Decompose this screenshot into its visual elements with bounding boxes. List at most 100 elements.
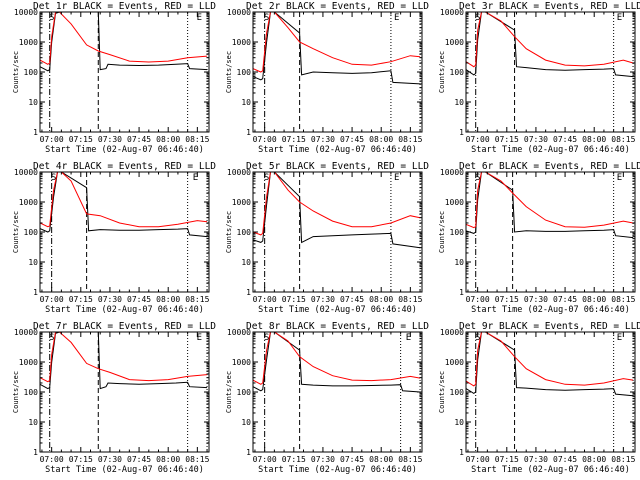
x-tick-label: 08:00 bbox=[156, 295, 180, 304]
y-tick-label: 10 bbox=[241, 258, 251, 267]
x-tick-label: 07:45 bbox=[553, 295, 577, 304]
plot-frame bbox=[39, 171, 210, 293]
detector-panel: Det 3r BLACK = Events, RED = LLD 1 10 100 10… bbox=[438, 1, 640, 155]
y-tick-label: 10 bbox=[241, 418, 251, 427]
x-tick-label: 07:45 bbox=[127, 295, 151, 304]
x-tick-label: 08:00 bbox=[369, 295, 393, 304]
detector-panel: Det 9r BLACK = Events, RED = LLD 1 10 100 10… bbox=[438, 321, 640, 475]
x-axis-label: Start Time (02-Aug-07 06:46:40) bbox=[258, 145, 417, 155]
detector-panel: Det 8r BLACK = Events, RED = LLD 1 10 100 10… bbox=[225, 321, 429, 475]
x-axis-label: Start Time (02-Aug-07 06:46:40) bbox=[45, 145, 204, 155]
plot-frame bbox=[39, 331, 210, 453]
series-line-events bbox=[466, 172, 634, 239]
series-line-lld bbox=[253, 332, 421, 385]
plot-frame bbox=[465, 331, 636, 453]
y-tick-label: 1000 bbox=[19, 358, 38, 367]
y-tick-label: 1000 bbox=[232, 38, 251, 47]
marker-s: S bbox=[475, 333, 480, 343]
panel-title: Det 1r BLACK = Events, RED = LLD bbox=[33, 1, 216, 12]
x-tick-label: 08:00 bbox=[369, 455, 393, 464]
x-tick-label: 07:30 bbox=[524, 455, 548, 464]
x-tick-label: 08:15 bbox=[398, 295, 422, 304]
y-tick-label: 100 bbox=[24, 228, 39, 237]
x-tick-label: 07:15 bbox=[495, 135, 519, 144]
x-tick-label: 07:45 bbox=[340, 295, 364, 304]
panel-title: Det 3r BLACK = Events, RED = LLD bbox=[459, 1, 640, 12]
series-line-events bbox=[40, 12, 208, 72]
y-axis-label: Counts/sec bbox=[225, 211, 233, 253]
x-tick-label: 07:30 bbox=[98, 455, 122, 464]
plot-frame bbox=[252, 331, 423, 453]
x-tick-label: 07:00 bbox=[40, 295, 64, 304]
y-tick-label: 1000 bbox=[445, 38, 464, 47]
marker-e: E bbox=[193, 173, 198, 183]
y-tick-label: 10000 bbox=[14, 328, 38, 337]
x-tick-label: 08:15 bbox=[398, 135, 422, 144]
marker-s: S bbox=[264, 333, 269, 343]
x-tick-label: 08:00 bbox=[369, 135, 393, 144]
y-tick-label: 1 bbox=[33, 448, 38, 457]
x-axis-label: Start Time (02-Aug-07 06:46:40) bbox=[471, 145, 630, 155]
detector-panel: Det 6r BLACK = Events, RED = LLD 1 10 100 10… bbox=[438, 161, 640, 315]
y-tick-label: 1 bbox=[459, 448, 464, 457]
y-tick-label: 10000 bbox=[440, 168, 464, 177]
x-tick-label: 08:15 bbox=[185, 135, 209, 144]
marker-s: S bbox=[49, 333, 54, 343]
y-tick-label: 1000 bbox=[232, 358, 251, 367]
series-line-lld bbox=[40, 12, 208, 65]
x-tick-label: 07:30 bbox=[524, 295, 548, 304]
detector-panel: Det 7r BLACK = Events, RED = LLD 1 10 100 10… bbox=[12, 321, 216, 475]
marker-s: S bbox=[49, 13, 54, 23]
y-tick-label: 100 bbox=[450, 68, 465, 77]
y-axis-label: Counts/sec bbox=[12, 371, 20, 413]
series-line-lld bbox=[253, 12, 421, 73]
x-tick-label: 07:00 bbox=[40, 135, 64, 144]
x-tick-label: 07:15 bbox=[69, 455, 93, 464]
x-tick-label: 07:00 bbox=[253, 135, 277, 144]
plot-frame bbox=[252, 171, 423, 293]
marker-e: E bbox=[617, 13, 622, 23]
x-axis-label: Start Time (02-Aug-07 06:46:40) bbox=[258, 465, 417, 475]
series-line-events bbox=[253, 172, 421, 249]
y-axis-label: Counts/sec bbox=[438, 211, 446, 253]
y-tick-label: 100 bbox=[237, 68, 252, 77]
x-tick-label: 07:00 bbox=[253, 455, 277, 464]
detector-panel: Det 5r BLACK = Events, RED = LLD 1 10 100 10… bbox=[225, 161, 429, 315]
y-tick-label: 10 bbox=[28, 98, 38, 107]
x-tick-label: 07:45 bbox=[553, 135, 577, 144]
x-tick-label: 08:00 bbox=[156, 455, 180, 464]
x-tick-label: 07:30 bbox=[311, 455, 335, 464]
marker-s: S bbox=[475, 173, 480, 183]
y-axis-label: Counts/sec bbox=[12, 51, 20, 93]
y-tick-label: 10000 bbox=[14, 8, 38, 17]
x-tick-label: 08:15 bbox=[611, 135, 635, 144]
y-tick-label: 10000 bbox=[227, 8, 251, 17]
y-tick-label: 10 bbox=[454, 98, 464, 107]
y-tick-label: 1 bbox=[246, 128, 251, 137]
x-axis-label: Start Time (02-Aug-07 06:46:40) bbox=[45, 305, 204, 315]
x-tick-label: 07:00 bbox=[253, 295, 277, 304]
panel-title: Det 5r BLACK = Events, RED = LLD bbox=[246, 161, 429, 172]
x-tick-label: 08:15 bbox=[611, 295, 635, 304]
y-tick-label: 10 bbox=[241, 98, 251, 107]
series-line-lld bbox=[466, 12, 634, 68]
y-tick-label: 1 bbox=[33, 128, 38, 137]
panel-title: Det 4r BLACK = Events, RED = LLD bbox=[33, 161, 216, 172]
x-tick-label: 07:15 bbox=[282, 295, 306, 304]
x-tick-label: 07:45 bbox=[340, 135, 364, 144]
y-tick-label: 1 bbox=[246, 448, 251, 457]
x-axis-label: Start Time (02-Aug-07 06:46:40) bbox=[45, 465, 204, 475]
detector-panel: Det 2r BLACK = Events, RED = LLD 1 10 100 10… bbox=[225, 1, 429, 155]
series-line-lld bbox=[40, 332, 208, 383]
marker-s: S bbox=[264, 173, 269, 183]
y-tick-label: 10000 bbox=[227, 328, 251, 337]
marker-s: S bbox=[51, 173, 56, 183]
y-tick-label: 1 bbox=[33, 288, 38, 297]
series-line-lld bbox=[466, 172, 634, 229]
y-tick-label: 1 bbox=[459, 288, 464, 297]
x-axis-label: Start Time (02-Aug-07 06:46:40) bbox=[471, 465, 630, 475]
x-tick-label: 07:30 bbox=[311, 135, 335, 144]
y-tick-label: 100 bbox=[237, 388, 252, 397]
y-axis-label: Counts/sec bbox=[12, 211, 20, 253]
x-tick-label: 08:00 bbox=[582, 455, 606, 464]
